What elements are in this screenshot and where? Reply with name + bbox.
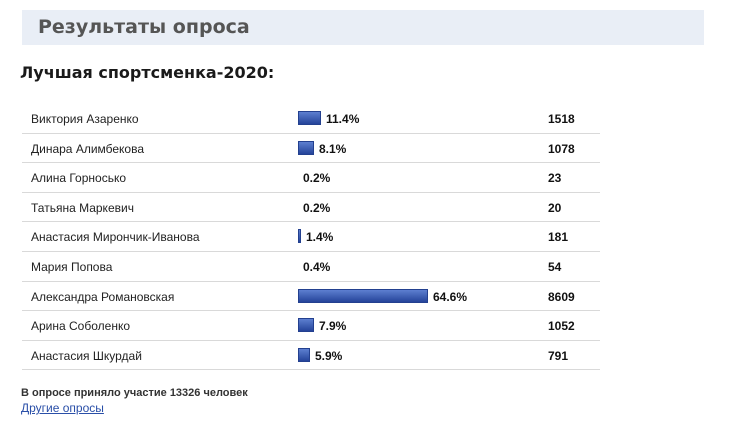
- option-name: Мария Попова: [31, 259, 113, 274]
- option-votes: 54: [548, 259, 562, 274]
- option-name: Виктория Азаренко: [31, 112, 139, 126]
- option-votes: 1078: [548, 141, 575, 156]
- option-percent: 7.9%: [319, 319, 347, 334]
- option-percent: 0.2%: [303, 171, 331, 186]
- poll-title: Лучшая спортсменка-2020:: [20, 63, 275, 82]
- poll-option-row: Мария Попова 0.4% 54: [22, 252, 600, 282]
- poll-option-row: Татьяна Маркевич 0.2% 20: [22, 193, 600, 223]
- poll-option-row: Динара Алимбекова 8.1% 1078: [22, 134, 600, 164]
- option-votes: 1518: [548, 112, 575, 126]
- poll-option-row: Алина Горносько 0.2% 23: [22, 163, 600, 193]
- option-percent: 64.6%: [433, 289, 468, 304]
- option-votes: 20: [548, 200, 562, 215]
- option-percent: 0.2%: [303, 200, 331, 215]
- poll-results-table: Виктория Азаренко 11.4% 1518 Динара Алимбек…: [22, 104, 600, 371]
- option-percent: 8.1%: [319, 141, 347, 156]
- option-name: Анастасия Мирончик-Иванова: [31, 230, 200, 245]
- option-percent: 0.4%: [303, 259, 331, 274]
- option-votes: 1052: [548, 319, 575, 334]
- option-bar: [298, 288, 428, 303]
- option-votes: 8609: [548, 289, 575, 304]
- option-name: Алина Горносько: [31, 171, 126, 186]
- option-name: Татьяна Маркевич: [31, 200, 134, 215]
- poll-option-row: Анастасия Мирончик-Иванова 1.4% 181: [22, 222, 600, 252]
- option-name: Анастасия Шкурдай: [31, 348, 142, 363]
- header-title: Результаты опроса: [38, 16, 250, 38]
- option-percent: 5.9%: [315, 348, 343, 363]
- poll-option-row: Анастасия Шкурдай 5.9% 791: [22, 341, 600, 371]
- option-percent: 11.4%: [326, 112, 360, 126]
- poll-option-row: Арина Соболенко 7.9% 1052: [22, 311, 600, 341]
- poll-results-header: Результаты опроса: [22, 10, 704, 45]
- option-name: Александра Романовская: [31, 289, 175, 304]
- option-bar: [298, 140, 314, 155]
- option-bar: [298, 229, 301, 244]
- option-votes: 791: [548, 348, 569, 363]
- option-votes: 23: [548, 171, 562, 186]
- option-name: Динара Алимбекова: [31, 141, 145, 156]
- other-polls-link[interactable]: Другие опросы: [21, 401, 104, 415]
- participants-text: В опросе приняло участие 13326 человек: [21, 387, 248, 399]
- poll-option-row: Виктория Азаренко 11.4% 1518: [22, 104, 600, 134]
- option-percent: 1.4%: [306, 230, 334, 245]
- option-bar: [298, 347, 310, 362]
- option-name: Арина Соболенко: [31, 319, 130, 334]
- poll-option-row: Александра Романовская 64.6% 8609: [22, 282, 600, 312]
- option-bar: [298, 111, 321, 125]
- option-bar: [298, 318, 314, 333]
- option-votes: 181: [548, 230, 569, 245]
